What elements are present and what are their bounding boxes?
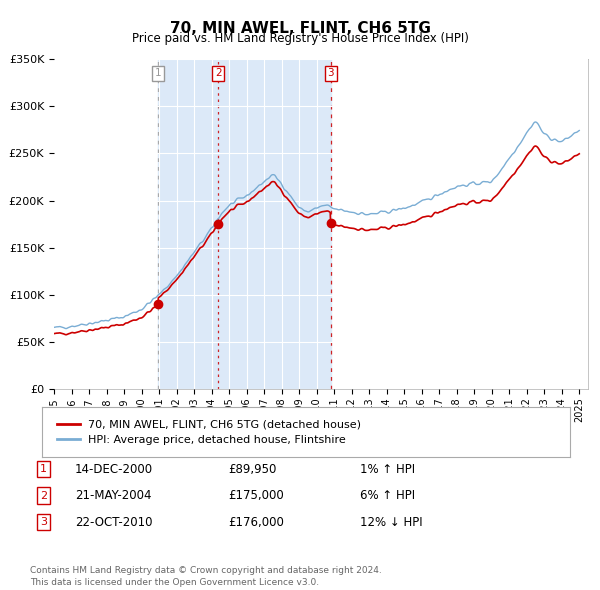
Text: 22-OCT-2010: 22-OCT-2010 [75,516,152,529]
Text: Price paid vs. HM Land Registry's House Price Index (HPI): Price paid vs. HM Land Registry's House … [131,32,469,45]
Text: £175,000: £175,000 [228,489,284,502]
Text: 2: 2 [40,491,47,500]
Text: 21-MAY-2004: 21-MAY-2004 [75,489,151,502]
Text: 14-DEC-2000: 14-DEC-2000 [75,463,153,476]
Text: 1: 1 [40,464,47,474]
Text: Contains HM Land Registry data © Crown copyright and database right 2024.
This d: Contains HM Land Registry data © Crown c… [30,566,382,587]
Text: 3: 3 [328,68,334,78]
Text: 2: 2 [215,68,221,78]
Text: 3: 3 [40,517,47,527]
Text: 1% ↑ HPI: 1% ↑ HPI [360,463,415,476]
Text: 1: 1 [155,68,161,78]
Text: £89,950: £89,950 [228,463,277,476]
Text: 6% ↑ HPI: 6% ↑ HPI [360,489,415,502]
Text: 70, MIN AWEL, FLINT, CH6 5TG: 70, MIN AWEL, FLINT, CH6 5TG [170,21,430,35]
Text: £176,000: £176,000 [228,516,284,529]
Bar [158,59,218,389]
Legend: 70, MIN AWEL, FLINT, CH6 5TG (detached house), HPI: Average price, detached hous: 70, MIN AWEL, FLINT, CH6 5TG (detached h… [53,415,366,450]
Text: 12% ↓ HPI: 12% ↓ HPI [360,516,422,529]
Bar [218,59,331,389]
